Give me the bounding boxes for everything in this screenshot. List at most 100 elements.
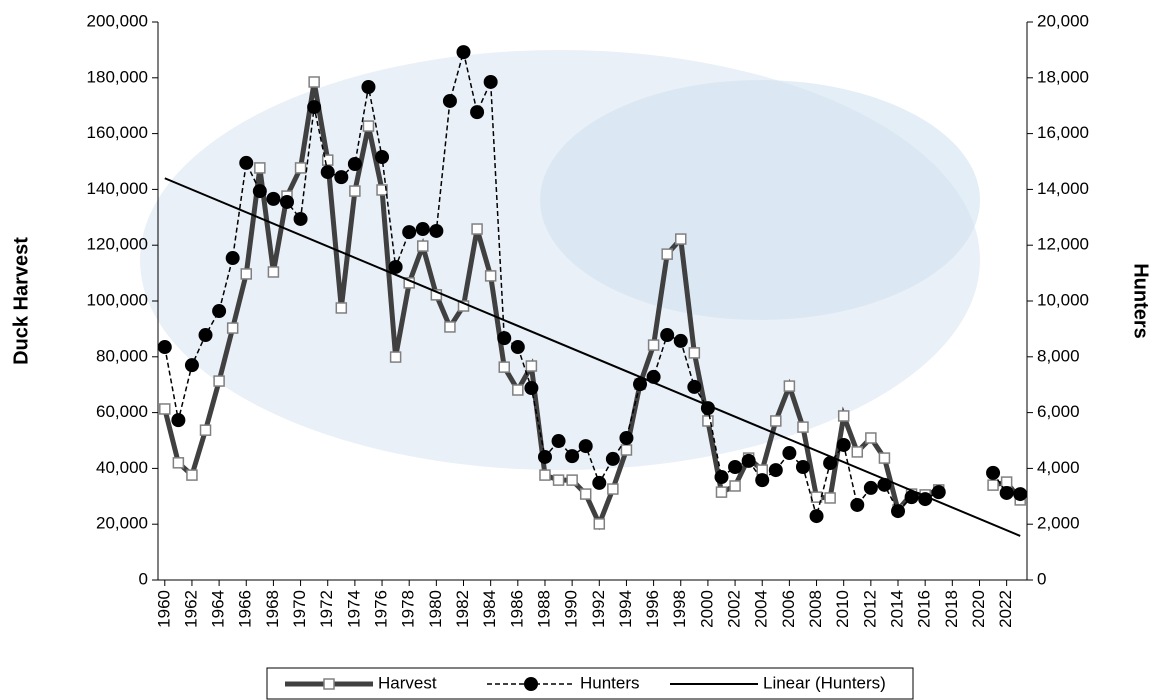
x-tick-label: 2014 (887, 590, 906, 628)
legend-marker (524, 677, 538, 691)
point (483, 74, 498, 89)
point (171, 413, 186, 428)
y2-tick-label: 18,000 (1037, 67, 1089, 86)
y2-tick-label: 0 (1037, 569, 1046, 588)
y-tick-label: 160,000 (87, 123, 148, 142)
y-tick-label: 20,000 (96, 514, 148, 533)
point (702, 415, 714, 427)
point (471, 223, 483, 235)
point (809, 509, 824, 524)
point (741, 453, 756, 468)
point (252, 184, 267, 199)
point (524, 381, 539, 396)
point (498, 361, 510, 373)
point (688, 347, 701, 359)
point (729, 480, 741, 492)
x-tick-label: 1964 (209, 590, 228, 628)
x-tick-label: 1966 (236, 590, 255, 628)
point (415, 222, 430, 237)
point (239, 155, 254, 170)
y-tick-label: 120,000 (87, 235, 148, 254)
y-tick-label: 180,000 (87, 67, 148, 86)
point (851, 446, 864, 458)
x-tick-label: 2018 (942, 590, 961, 628)
y-tick-label: 100,000 (87, 290, 148, 309)
point (512, 384, 524, 396)
y2-tick-label: 12,000 (1037, 235, 1089, 254)
y-tick-label: 0 (139, 569, 148, 588)
x-tick-label: 1990 (562, 590, 581, 628)
x-tick-label: 2016 (915, 590, 934, 628)
point (335, 302, 348, 314)
x-tick-label: 1998 (670, 590, 689, 628)
point (510, 340, 525, 355)
point (294, 162, 307, 174)
point (186, 469, 198, 481)
point (266, 191, 281, 206)
point (361, 80, 376, 95)
point (566, 474, 578, 486)
x-tick-label: 2020 (969, 590, 988, 628)
x-tick-label: 1968 (263, 590, 282, 628)
y2-tick-label: 4,000 (1037, 458, 1080, 477)
y-tick-label: 200,000 (87, 11, 148, 30)
x-tick-label: 1962 (181, 590, 200, 628)
x-tick-label: 1992 (589, 590, 608, 628)
point (795, 460, 810, 475)
x-tick-label: 1960 (154, 590, 173, 628)
legend-marker (323, 678, 335, 690)
legend-box (266, 667, 914, 700)
y2-tick-label: 10,000 (1037, 290, 1089, 309)
y2-tick-label: 20,000 (1037, 11, 1089, 30)
y2-tick-label: 14,000 (1037, 179, 1089, 198)
point (714, 470, 729, 485)
point (770, 415, 782, 427)
x-tick-label: 2008 (806, 590, 825, 628)
y2-tick-label: 6,000 (1037, 402, 1080, 421)
point (783, 380, 796, 392)
x-tick-label: 2006 (779, 590, 798, 628)
point (837, 410, 850, 422)
point (579, 488, 592, 500)
point (308, 76, 320, 88)
point (240, 268, 253, 280)
point (878, 452, 891, 464)
point (931, 485, 946, 500)
point (279, 194, 294, 209)
point (362, 120, 375, 132)
point (199, 424, 212, 436)
point (605, 451, 620, 466)
point (334, 170, 349, 185)
point (619, 430, 634, 445)
point (633, 377, 648, 392)
y2-tick-label: 8,000 (1037, 346, 1080, 365)
x-tick-label: 2002 (725, 590, 744, 628)
point (891, 504, 906, 519)
x-tick-label: 2012 (860, 590, 879, 628)
x-tick-label: 1972 (317, 590, 336, 628)
point (865, 432, 877, 444)
point (267, 266, 280, 278)
y-tick-label: 140,000 (87, 179, 148, 198)
x-tick-label: 2004 (752, 590, 771, 628)
point (552, 474, 565, 486)
point (620, 444, 633, 456)
point (537, 449, 552, 464)
point (797, 421, 809, 433)
point (225, 251, 240, 266)
point (755, 473, 770, 488)
point (987, 479, 999, 491)
point (661, 248, 673, 260)
y-tick-label: 80,000 (96, 346, 148, 365)
x-tick-label: 1988 (534, 590, 553, 628)
point (999, 485, 1014, 500)
y-axis-title: Duck Harvest (10, 237, 32, 365)
point (565, 449, 580, 464)
point (184, 358, 199, 373)
point (660, 328, 675, 343)
point (254, 162, 266, 174)
point (836, 437, 851, 452)
point (442, 93, 457, 108)
point (456, 45, 471, 60)
